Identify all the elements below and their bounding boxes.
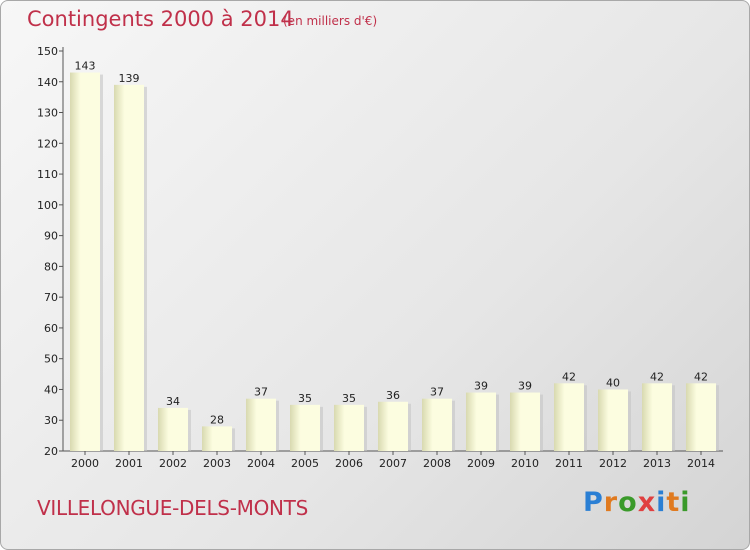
- x-tick-label: 2009: [467, 457, 495, 470]
- x-tick-label: 2000: [71, 457, 99, 470]
- x-tick-label: 2006: [335, 457, 363, 470]
- bar: [334, 404, 364, 451]
- x-tick-label: 2014: [687, 457, 715, 470]
- logo-letter: o: [618, 487, 638, 518]
- y-tick-label: 80: [44, 260, 58, 273]
- commune-name: VILLELONGUE-DELS-MONTS: [37, 496, 308, 520]
- x-tick-label: 2002: [159, 457, 187, 470]
- bar: [466, 392, 496, 451]
- bar-value-label: 35: [342, 392, 356, 405]
- bar-value-label: 36: [386, 389, 400, 402]
- chart-title: Contingents 2000 à 2014: [27, 7, 294, 31]
- bar-value-label: 35: [298, 392, 312, 405]
- x-tick-label: 2010: [511, 457, 539, 470]
- y-tick-label: 140: [37, 76, 58, 89]
- y-tick-label: 120: [37, 137, 58, 150]
- y-tick-label: 100: [37, 199, 58, 212]
- logo-letter: x: [637, 487, 657, 518]
- y-tick-label: 90: [44, 230, 58, 243]
- y-tick-label: 130: [37, 107, 58, 120]
- x-tick-label: 2004: [247, 457, 275, 470]
- bar: [510, 392, 540, 451]
- x-tick-label: 2005: [291, 457, 319, 470]
- bar: [246, 398, 276, 451]
- bar: [114, 84, 144, 451]
- bar: [554, 383, 584, 451]
- bar-value-label: 42: [562, 370, 576, 383]
- proxiti-logo[interactable]: Proxiti: [583, 487, 691, 518]
- y-tick-label: 60: [44, 322, 58, 335]
- x-tick-label: 2003: [203, 457, 231, 470]
- bar-value-label: 39: [474, 380, 488, 393]
- bar: [290, 404, 320, 451]
- bar-value-label: 37: [254, 386, 268, 399]
- logo-letter: i: [656, 487, 667, 518]
- y-tick-label: 110: [37, 168, 58, 181]
- y-tick-label: 20: [44, 445, 58, 458]
- bar-value-label: 40: [606, 376, 620, 389]
- bar-value-label: 39: [518, 380, 532, 393]
- bar: [598, 389, 628, 451]
- logo-letter: P: [583, 487, 604, 518]
- logo-letter: i: [680, 487, 691, 518]
- bar-value-label: 42: [694, 370, 708, 383]
- y-tick-label: 30: [44, 414, 58, 427]
- logo-letter: r: [603, 487, 619, 518]
- bar-value-label: 42: [650, 370, 664, 383]
- x-tick-label: 2001: [115, 457, 143, 470]
- bar-value-label: 34: [166, 395, 180, 408]
- bar: [642, 383, 672, 451]
- bar: [202, 426, 232, 451]
- bar-value-label: 37: [430, 386, 444, 399]
- bar-value-label: 143: [75, 60, 96, 73]
- labels: 20 30 40 50 60 70 80 90 100 110 120 130 140 150 2000 14…: [37, 45, 715, 470]
- bar-value-label: 28: [210, 413, 224, 426]
- x-tick-label: 2013: [643, 457, 671, 470]
- bar: [422, 398, 452, 451]
- x-tick-label: 2007: [379, 457, 407, 470]
- chart-subtitle: (en milliers d'€): [283, 14, 378, 28]
- bar: [158, 407, 188, 451]
- bars: [70, 72, 719, 452]
- bar-value-label: 139: [119, 72, 140, 85]
- y-tick-label: 70: [44, 291, 58, 304]
- bar: [686, 383, 716, 451]
- x-tick-label: 2008: [423, 457, 451, 470]
- x-tick-label: 2011: [555, 457, 583, 470]
- y-tick-label: 50: [44, 353, 58, 366]
- bar: [70, 72, 100, 452]
- bar: [378, 401, 408, 451]
- y-tick-label: 40: [44, 383, 58, 396]
- y-tick-label: 150: [37, 45, 58, 58]
- x-tick-label: 2012: [599, 457, 627, 470]
- logo-letter: t: [666, 487, 681, 518]
